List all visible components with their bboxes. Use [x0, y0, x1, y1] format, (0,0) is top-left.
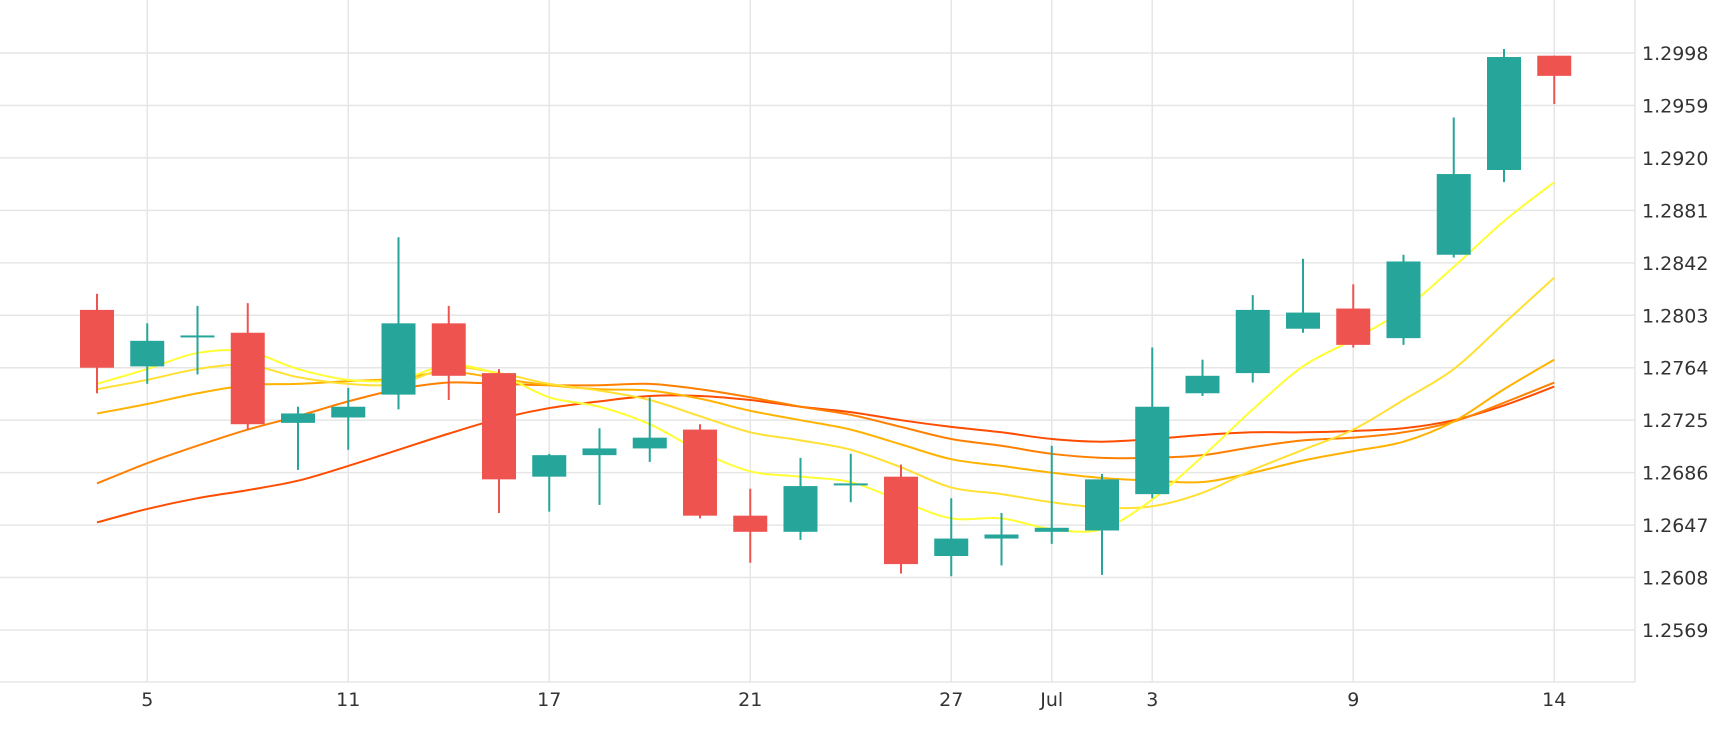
candle-body: [230, 332, 265, 425]
candle: [934, 498, 969, 577]
candle: [733, 488, 768, 563]
y-tick-label: 1.2803: [1642, 305, 1708, 327]
candle-body: [482, 373, 516, 480]
candle: [1235, 295, 1270, 383]
candle: [431, 305, 466, 401]
candle: [783, 457, 818, 540]
candle-body: [331, 406, 366, 418]
candle: [884, 464, 918, 574]
candle-body: [80, 309, 114, 368]
x-tick-label: Jul: [1039, 689, 1063, 711]
candle: [1336, 284, 1371, 348]
candle-body: [1185, 375, 1220, 394]
candle-body: [833, 483, 868, 486]
x-tick-label: 21: [738, 689, 762, 711]
y-tick-label: 1.2647: [1642, 515, 1708, 537]
x-tick-label: 11: [336, 689, 360, 711]
candle: [381, 237, 416, 410]
candle-body: [884, 476, 918, 565]
candle: [683, 424, 717, 519]
x-tick-label: 3: [1146, 689, 1158, 711]
moving-average-line: [96, 358, 1555, 484]
candle: [130, 323, 165, 384]
x-tick-label: 27: [939, 689, 963, 711]
candle: [532, 453, 567, 512]
candle-body: [180, 335, 215, 338]
moving-average-line: [96, 276, 1555, 510]
candle-body: [582, 448, 617, 456]
candle-body: [1135, 406, 1170, 495]
candle: [230, 303, 265, 430]
candle: [1085, 473, 1119, 575]
candle-body: [532, 455, 567, 477]
candle-body: [934, 538, 969, 557]
candle-body: [1386, 261, 1421, 339]
y-tick-label: 1.2920: [1642, 148, 1708, 170]
candle: [1436, 117, 1471, 258]
candle: [1487, 48, 1521, 183]
y-tick-label: 1.2959: [1642, 95, 1708, 117]
candle-body: [431, 323, 466, 376]
y-tick-label: 1.2842: [1642, 253, 1708, 275]
candle: [180, 305, 215, 375]
moving-average-line: [96, 381, 1555, 485]
y-tick-label: 1.2725: [1642, 410, 1708, 432]
candle-body: [1537, 55, 1572, 76]
candle: [1185, 359, 1220, 396]
candle: [1034, 445, 1069, 544]
candle-body: [783, 486, 818, 532]
candle: [1135, 347, 1170, 499]
candle-body: [281, 413, 315, 423]
y-tick-label: 1.2608: [1642, 568, 1708, 590]
candle-layer: [80, 48, 1572, 577]
y-tick-label: 1.2569: [1642, 620, 1708, 642]
candle-body: [1235, 309, 1270, 374]
candle-body: [1085, 479, 1119, 531]
moving-average-line: [96, 385, 1555, 524]
candle: [582, 428, 617, 505]
y-tick-label: 1.2764: [1642, 358, 1708, 380]
y-tick-label: 1.2881: [1642, 200, 1708, 222]
moving-average-line: [96, 181, 1555, 533]
candle-body: [130, 340, 165, 367]
axis-layer: 1.2998 1.2959 1.2920 1.2881 1.2842 1.2803 1.27…: [141, 43, 1708, 711]
candle: [833, 453, 868, 503]
candle-body: [683, 429, 717, 516]
candle: [984, 512, 1019, 566]
candle: [632, 397, 667, 462]
candle: [331, 387, 366, 450]
candle: [80, 293, 114, 394]
x-tick-label: 14: [1542, 689, 1566, 711]
candle-body: [1436, 174, 1471, 255]
y-tick-label: 1.2686: [1642, 463, 1708, 485]
candle-body: [1336, 308, 1371, 345]
candle: [1386, 254, 1421, 345]
x-tick-label: 5: [141, 689, 153, 711]
candle-body: [1034, 527, 1069, 532]
moving-average-layer: [96, 181, 1555, 533]
x-tick-label: 17: [537, 689, 561, 711]
candle: [482, 369, 516, 513]
candle-body: [1286, 312, 1320, 329]
candle-body: [733, 515, 768, 532]
candle-body: [984, 534, 1019, 539]
candle: [1537, 55, 1572, 105]
candle: [281, 406, 315, 470]
y-tick-label: 1.2998: [1642, 43, 1708, 65]
candle-body: [381, 323, 416, 395]
candle: [1286, 258, 1320, 333]
x-tick-label: 9: [1347, 689, 1359, 711]
candle-body: [632, 437, 667, 449]
candle-body: [1487, 57, 1521, 171]
